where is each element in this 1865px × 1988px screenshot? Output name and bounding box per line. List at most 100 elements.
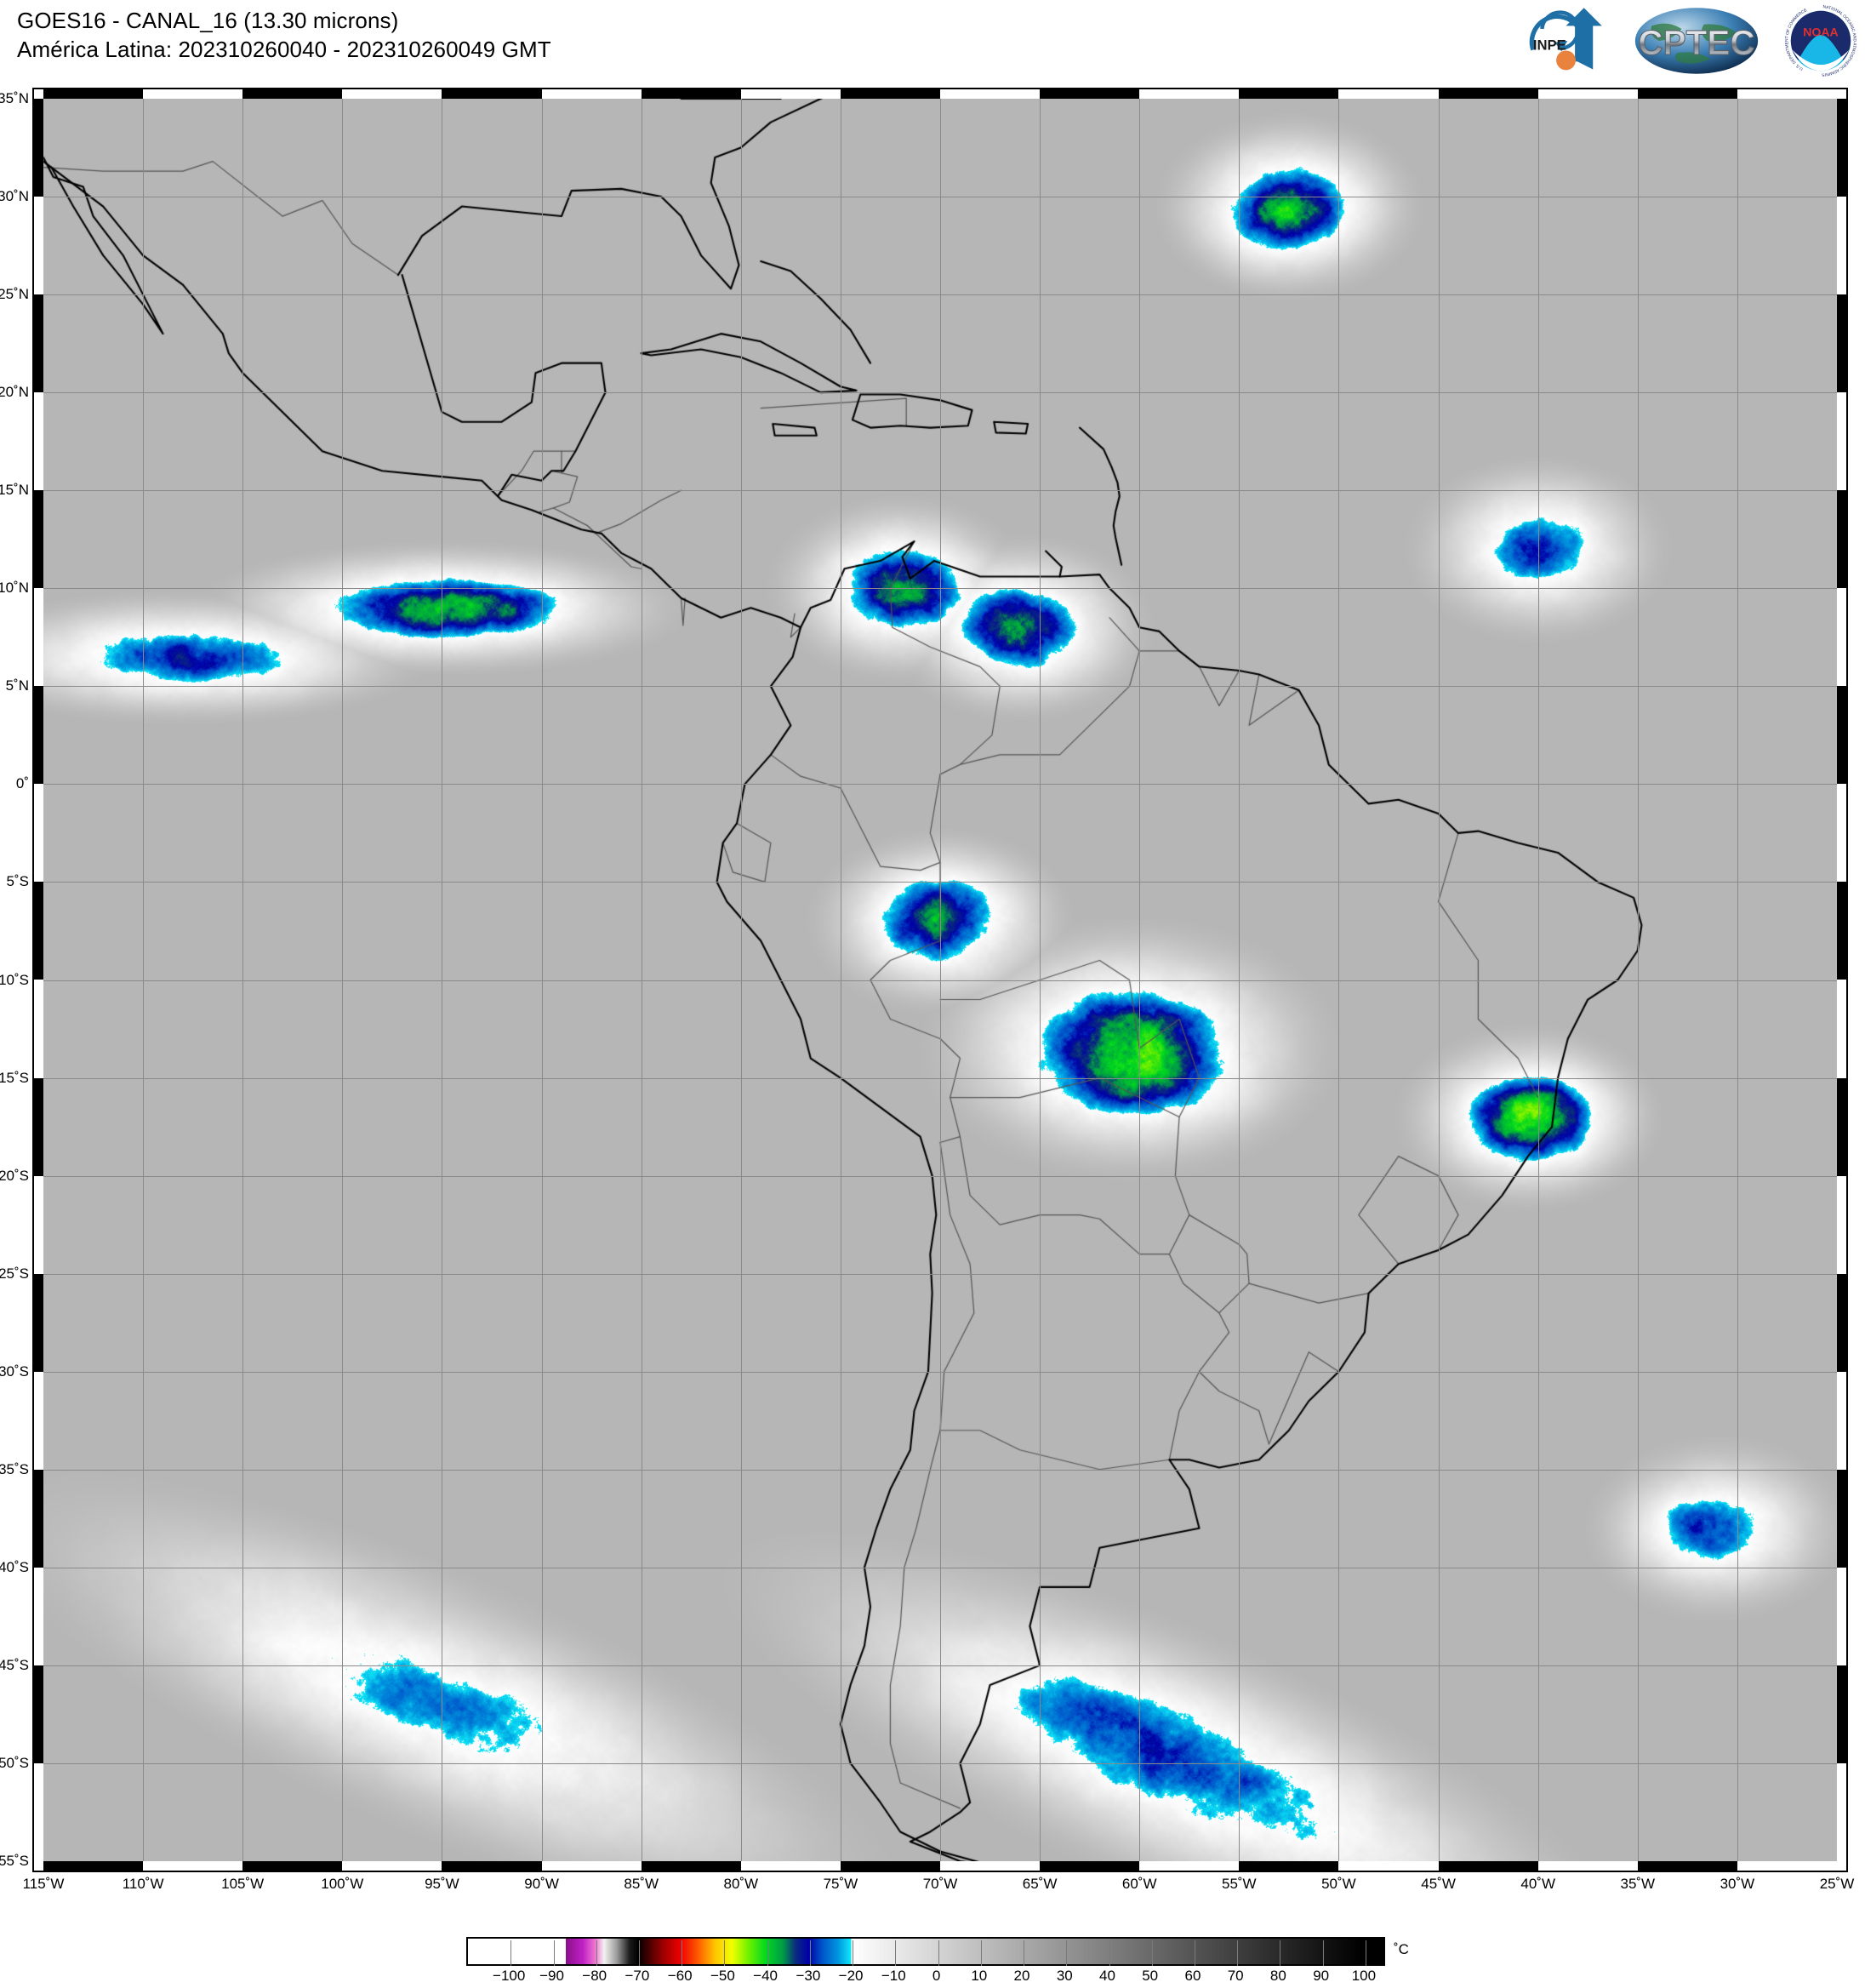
latitude-tick-label: 35˚N	[0, 90, 29, 106]
frame-tick-segment	[840, 88, 940, 99]
frame-tick-segment	[1837, 686, 1848, 785]
gridline-lat	[43, 588, 1837, 590]
longitude-tick-label: 30˚W	[1720, 1876, 1755, 1892]
frame-tick-segment	[840, 1861, 940, 1872]
latitude-tick-label: 10˚N	[0, 580, 29, 597]
latitude-tick-label: 25˚S	[0, 1265, 29, 1282]
latitude-tick-label: 0˚	[15, 775, 29, 792]
frame-band-right	[1837, 88, 1848, 1872]
longitude-tick-label: 60˚W	[1121, 1876, 1157, 1892]
frame-tick-segment	[641, 1861, 741, 1872]
colorbar-tick-label: −30	[796, 1968, 821, 1984]
latitude-tick-label: 20˚N	[0, 384, 29, 401]
gridline-lat	[43, 294, 1837, 296]
colorbar-tick	[1322, 1940, 1324, 1966]
colorbar-tick-label: −10	[881, 1968, 906, 1984]
temperature-colorbar[interactable]: −100 −90 −80 −70 −60 −50 −40 −30 −20 −10 0 10 20 30 40…	[466, 1937, 1409, 1984]
colorbar-tick	[809, 1940, 811, 1966]
longitude-tick-label: 95˚W	[425, 1876, 459, 1892]
colorbar-tick	[938, 1940, 939, 1966]
frame-tick-segment	[43, 88, 144, 99]
gridline-lat	[43, 686, 1837, 688]
gridline-lat	[43, 1175, 1837, 1177]
region-timestamp: América Latina: 202310260040 - 202310260…	[17, 36, 551, 62]
colorbar-tick-label: 0	[932, 1968, 941, 1984]
colorbar-tick-label: −20	[838, 1968, 864, 1984]
colorbar-box	[466, 1937, 1385, 1966]
frame-band-bottom	[32, 1861, 1848, 1872]
colorbar-tick-label: −70	[625, 1968, 650, 1984]
longitude-tick-label: 85˚W	[624, 1876, 659, 1892]
colorbar-tick-label: 40	[1099, 1968, 1115, 1984]
gridline-lat	[43, 1469, 1837, 1471]
frame-tick-segment	[442, 88, 542, 99]
colorbar-ticks	[468, 1939, 1387, 1968]
colorbar-tick-label: 60	[1184, 1968, 1201, 1984]
colorbar-tick	[1237, 1940, 1239, 1966]
latitude-tick-label: 5˚S	[6, 873, 29, 890]
longitude-tick-label: 45˚W	[1421, 1876, 1456, 1892]
gridline-lat	[43, 490, 1837, 492]
frame-tick-segment	[1239, 1861, 1339, 1872]
latitude-tick-label: 50˚S	[0, 1754, 29, 1771]
frame-tick-segment	[1837, 882, 1848, 980]
frame-tick-segment	[43, 1861, 144, 1872]
frame-tick-segment	[1837, 1077, 1848, 1176]
longitude-tick-label: 40˚W	[1520, 1876, 1555, 1892]
gridline-lat	[43, 980, 1837, 981]
colorbar-tick	[553, 1940, 555, 1966]
colorbar-tick-label: −100	[493, 1968, 526, 1984]
longitude-tick-label: 50˚W	[1321, 1876, 1356, 1892]
frame-tick-segment	[32, 99, 43, 197]
colorbar-tick	[1109, 1940, 1110, 1966]
latitude-tick-label: 20˚S	[0, 1167, 29, 1184]
latitude-tick-label: 40˚S	[0, 1558, 29, 1575]
colorbar-gradient	[468, 1939, 1383, 1964]
latitude-tick-label: 5˚N	[5, 677, 29, 694]
latitude-tick-label: 30˚N	[0, 188, 29, 205]
frame-tick-segment	[641, 88, 741, 99]
frame-tick-segment	[32, 490, 43, 589]
frame-tick-segment	[1438, 1861, 1538, 1872]
frame-tick-segment	[242, 1861, 343, 1872]
frame-tick-segment	[442, 1861, 542, 1872]
longitude-tick-label: 35˚W	[1620, 1876, 1656, 1892]
colorbar-tick-label: −80	[582, 1968, 607, 1984]
colorbar-tick-label: 30	[1056, 1968, 1073, 1984]
longitude-tick-label: 105˚W	[221, 1876, 265, 1892]
longitude-tick-label: 110˚W	[122, 1876, 164, 1892]
gridline-lat	[43, 1762, 1837, 1764]
frame-tick-segment	[1837, 1665, 1848, 1763]
gridline-lat	[43, 1273, 1837, 1275]
frame-tick-segment	[242, 88, 343, 99]
latitude-tick-label: 15˚N	[0, 482, 29, 499]
latitude-tick-label: 25˚N	[0, 286, 29, 303]
colorbar-tick-labels: −100 −90 −80 −70 −60 −50 −40 −30 −20 −10 0 10 20 30 40…	[466, 1966, 1385, 1988]
latitude-tick-label: 10˚S	[0, 971, 29, 988]
frame-tick-segment	[1837, 1469, 1848, 1568]
colorbar-tick	[1066, 1940, 1068, 1966]
latitude-tick-label: 15˚S	[0, 1069, 29, 1086]
longitude-tick-label: 90˚W	[524, 1876, 559, 1892]
satellite-map[interactable]	[32, 88, 1848, 1872]
header: GOES16 - CANAL_16 (13.30 microns) Améric…	[0, 0, 1865, 85]
longitude-tick-label: 75˚W	[823, 1876, 858, 1892]
colorbar-tick-label: 50	[1142, 1968, 1159, 1984]
gridline-lat	[43, 1371, 1837, 1373]
frame-tick-segment	[1239, 88, 1339, 99]
frame-tick-segment	[1438, 88, 1538, 99]
frame-band-left	[32, 88, 43, 1872]
colorbar-tick	[1151, 1940, 1153, 1966]
latitude-tick-label: 35˚S	[0, 1460, 29, 1477]
colorbar-tick	[638, 1940, 640, 1966]
colorbar-tick-label: 80	[1269, 1968, 1286, 1984]
frame-tick-segment	[1837, 1273, 1848, 1372]
colorbar-tick	[596, 1940, 597, 1966]
gridline-lat	[43, 1665, 1837, 1666]
frame-tick-segment	[32, 1077, 43, 1176]
colorbar-tick-label: −60	[667, 1968, 693, 1984]
inpe-logo: INPE	[1530, 8, 1603, 71]
longitude-axis: 115˚W 110˚W 105˚W 100˚W 95˚W 90˚W 85˚W 80˚W 75˚W…	[23, 1876, 1855, 1901]
colorbar-tick-label: −50	[710, 1968, 735, 1984]
title-block: GOES16 - CANAL_16 (13.30 microns) Améric…	[17, 7, 551, 65]
